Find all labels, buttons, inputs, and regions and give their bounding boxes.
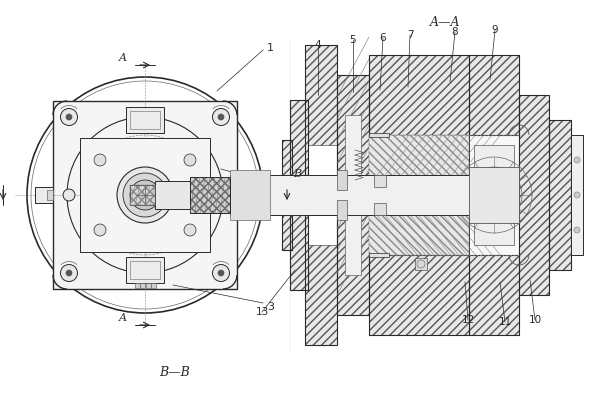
Bar: [126, 257, 164, 283]
Text: 2: 2: [267, 178, 274, 188]
Bar: [151, 283, 156, 288]
Circle shape: [218, 270, 224, 276]
Bar: [337, 75, 369, 315]
Text: 9: 9: [491, 25, 499, 35]
Bar: [237, 187, 251, 203]
Circle shape: [117, 167, 173, 223]
Bar: [35, 187, 53, 203]
Bar: [130, 111, 160, 129]
Circle shape: [127, 207, 133, 213]
Bar: [126, 107, 164, 133]
Circle shape: [212, 264, 229, 282]
Circle shape: [61, 264, 77, 282]
Circle shape: [215, 189, 227, 201]
Bar: [469, 255, 519, 335]
Circle shape: [212, 108, 229, 126]
Text: 4: 4: [314, 40, 322, 50]
Bar: [469, 135, 519, 255]
Text: 3: 3: [267, 302, 274, 312]
Circle shape: [130, 180, 160, 210]
Text: 13: 13: [256, 307, 269, 317]
Bar: [369, 135, 469, 255]
Circle shape: [66, 114, 72, 120]
Bar: [337, 75, 369, 315]
Text: 10: 10: [529, 315, 542, 325]
Circle shape: [123, 173, 167, 217]
Circle shape: [61, 108, 77, 126]
Text: A: A: [119, 53, 127, 63]
Circle shape: [218, 114, 224, 120]
Bar: [282, 140, 292, 250]
Circle shape: [184, 154, 196, 166]
Bar: [549, 120, 571, 270]
Text: 6: 6: [380, 33, 386, 43]
Text: 1: 1: [267, 43, 274, 53]
Bar: [369, 255, 469, 335]
Bar: [469, 55, 519, 135]
Bar: [469, 55, 519, 135]
Text: 5: 5: [350, 35, 356, 45]
Bar: [305, 245, 337, 345]
Bar: [337, 170, 347, 190]
Text: 11: 11: [499, 317, 512, 327]
Bar: [369, 55, 469, 135]
Circle shape: [94, 224, 106, 236]
Bar: [130, 185, 155, 205]
Bar: [230, 170, 270, 220]
Bar: [374, 203, 386, 215]
Bar: [474, 145, 514, 245]
Bar: [190, 177, 230, 213]
Bar: [369, 205, 469, 255]
Bar: [469, 167, 519, 223]
Text: 7: 7: [407, 30, 413, 40]
Bar: [571, 135, 583, 255]
Bar: [374, 175, 386, 187]
Bar: [146, 283, 151, 288]
Circle shape: [574, 157, 580, 163]
Circle shape: [574, 227, 580, 233]
Bar: [130, 185, 155, 205]
Bar: [290, 100, 308, 290]
Circle shape: [63, 189, 75, 201]
Circle shape: [574, 192, 580, 198]
Bar: [337, 200, 347, 220]
Circle shape: [137, 187, 153, 203]
Bar: [140, 283, 145, 288]
Bar: [290, 100, 308, 290]
Bar: [469, 255, 519, 335]
Bar: [130, 261, 160, 279]
Bar: [369, 55, 469, 135]
Bar: [53, 101, 237, 289]
Circle shape: [184, 224, 196, 236]
Bar: [80, 138, 210, 252]
Bar: [47, 190, 53, 200]
Bar: [369, 255, 469, 335]
Text: B: B: [293, 169, 301, 179]
Bar: [135, 283, 140, 288]
Bar: [369, 135, 469, 185]
Circle shape: [94, 154, 106, 166]
Text: 8: 8: [452, 27, 458, 37]
Bar: [345, 115, 361, 275]
Text: A: A: [119, 313, 127, 323]
Bar: [305, 45, 337, 345]
Bar: [369, 133, 389, 137]
Bar: [519, 95, 549, 295]
Bar: [549, 120, 571, 270]
Text: A—A: A—A: [430, 16, 460, 28]
Bar: [282, 140, 292, 250]
Bar: [305, 45, 337, 145]
Text: 12: 12: [461, 315, 475, 325]
Bar: [155, 181, 190, 209]
Bar: [519, 95, 549, 295]
Bar: [230, 175, 519, 215]
Bar: [415, 258, 427, 270]
Circle shape: [66, 270, 72, 276]
Text: B—B: B—B: [160, 366, 190, 378]
Bar: [369, 253, 389, 257]
Bar: [190, 177, 230, 213]
